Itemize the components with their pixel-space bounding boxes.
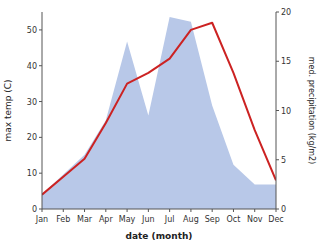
y2-tick-label: 0 [281, 205, 286, 214]
y2-tick [276, 61, 279, 62]
x-tick-label: Apr [99, 215, 114, 224]
x-tick [127, 209, 128, 212]
x-tick-label: Sep [205, 215, 220, 224]
precipitation-area [42, 17, 276, 209]
x-tick-label: Nov [247, 215, 263, 224]
x-tick [190, 209, 191, 212]
plot-area [42, 17, 276, 209]
y2-tick [276, 209, 279, 210]
x-tick-label: Dec [268, 215, 283, 224]
chart: JanFebMarAprMayJunJulAugSepOctNovDec0102… [0, 0, 318, 247]
y-tick [39, 209, 42, 210]
x-tick [254, 209, 255, 212]
y-tick [39, 101, 42, 102]
x-tick-label: May [119, 215, 136, 224]
x-tick-label: Jul [164, 215, 175, 224]
x-tick-label: Oct [227, 215, 241, 224]
x-tick [169, 209, 170, 212]
y-tick-label: 40 [27, 62, 37, 71]
x-tick-label: Aug [183, 215, 199, 224]
x-tick-label: Feb [56, 215, 70, 224]
x-axis-label: date (month) [126, 231, 193, 241]
y-axis-label: max temp (C) [3, 79, 13, 141]
y2-tick [276, 12, 279, 13]
temperature-line [42, 23, 276, 195]
y2-tick-label: 5 [281, 156, 286, 165]
x-tick-label: Jan [35, 215, 48, 224]
x-tick-label: Mar [77, 215, 93, 224]
y-tick-label: 10 [27, 169, 37, 178]
y-tick [39, 173, 42, 174]
y-tick [39, 65, 42, 66]
y-tick-label: 20 [27, 133, 37, 142]
x-tick [212, 209, 213, 212]
x-tick [105, 209, 106, 212]
y2-tick-label: 20 [281, 8, 291, 17]
y-axis-line [42, 12, 43, 209]
y2-axis-label: med. precipitation (kg/m2) [307, 57, 316, 164]
x-tick [63, 209, 64, 212]
y2-tick [276, 110, 279, 111]
x-tick [233, 209, 234, 212]
x-tick [84, 209, 85, 212]
y-tick-label: 30 [27, 98, 37, 107]
y-tick [39, 29, 42, 30]
y2-tick [276, 159, 279, 160]
y-tick [39, 137, 42, 138]
x-axis-line [42, 209, 276, 210]
x-tick-label: Jun [141, 215, 155, 224]
y-tick-label: 0 [32, 205, 37, 214]
y-tick-label: 50 [27, 26, 37, 35]
y2-tick-label: 15 [281, 57, 291, 66]
x-tick [148, 209, 149, 212]
y2-tick-label: 10 [281, 107, 291, 116]
